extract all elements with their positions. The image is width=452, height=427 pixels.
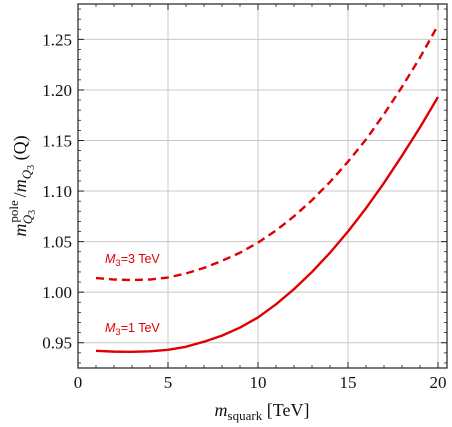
y-tick-labels: 0.95 1.00 1.05 1.10 1.15 1.20 1.25 — [42, 30, 72, 352]
x-tick-label: 20 — [430, 373, 447, 392]
grid — [78, 4, 447, 368]
series-label-m3-3tev: M3=3 TeV — [105, 252, 160, 269]
plot-frame — [77, 3, 448, 369]
axis-ticks — [77, 4, 447, 368]
y-tick-label: 1.20 — [42, 81, 72, 100]
x-tick-labels: 0 5 10 15 20 — [74, 373, 447, 392]
series-line-m3-1tev — [95, 96, 440, 354]
x-tick-label: 15 — [340, 373, 357, 392]
x-tick-label: 10 — [250, 373, 267, 392]
y-tick-label: 1.25 — [42, 30, 72, 49]
x-tick-label: 5 — [164, 373, 173, 392]
y-tick-label: 0.95 — [42, 334, 72, 353]
x-axis-title: msquark [TeV] — [215, 400, 310, 423]
y-axis-title: mpoleQ3 /mQ3 (Q) — [6, 135, 38, 236]
series-group — [95, 24, 440, 354]
y-tick-label: 1.05 — [42, 233, 72, 252]
x-tick-label: 0 — [74, 373, 83, 392]
y-tick-label: 1.10 — [42, 182, 72, 201]
y-tick-label: 1.00 — [42, 283, 72, 302]
series-label-m3-1tev: M3=1 TeV — [105, 321, 160, 338]
y-tick-label: 1.15 — [42, 132, 72, 151]
series-line-m3-3tev — [95, 24, 440, 282]
